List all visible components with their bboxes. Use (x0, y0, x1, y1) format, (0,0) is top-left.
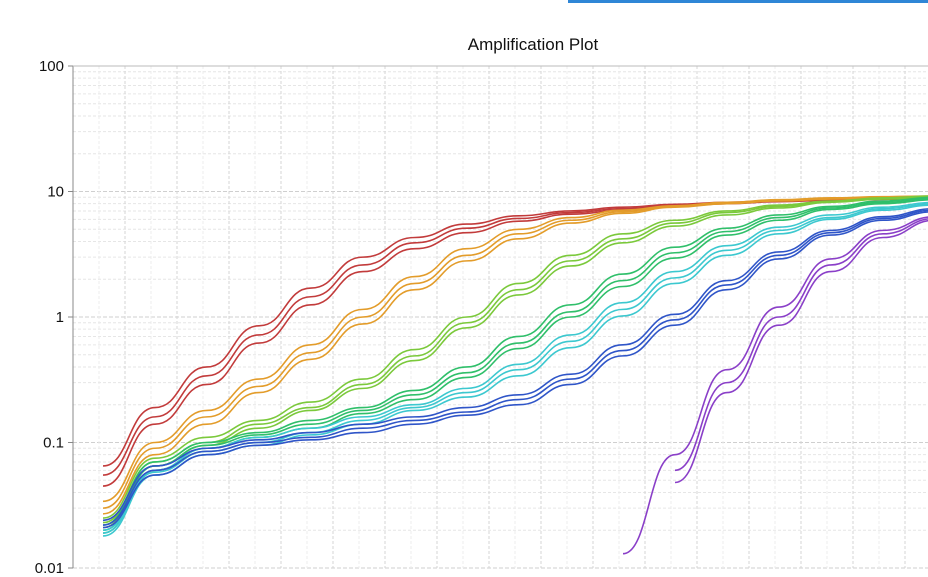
series-line-4-0 (102, 201, 928, 532)
chart-title: Amplification Plot (468, 35, 599, 54)
header-accent-bar (568, 0, 928, 3)
series-lines (102, 195, 928, 555)
series-line-5-2 (102, 211, 928, 529)
y-tick-label: 10 (47, 184, 64, 201)
y-tick-label: 0.01 (35, 560, 64, 577)
y-tick-label: 100 (39, 58, 64, 75)
series-line-5-0 (102, 208, 928, 522)
series-line-6-1 (674, 218, 928, 472)
grid-lines (73, 65, 928, 569)
y-tick-label: 1 (56, 309, 64, 326)
series-line-3-0 (102, 196, 928, 526)
series-line-6-0 (622, 216, 928, 555)
series-line-3-1 (102, 197, 928, 532)
series-line-6-2 (674, 219, 928, 484)
series-line-1-2 (102, 196, 928, 515)
y-axis-ticks: 100 10 1 0.1 0.01 (35, 58, 73, 577)
y-tick-label: 0.1 (43, 435, 64, 452)
series-line-2-2 (102, 196, 928, 529)
series-line-5-1 (102, 209, 928, 526)
